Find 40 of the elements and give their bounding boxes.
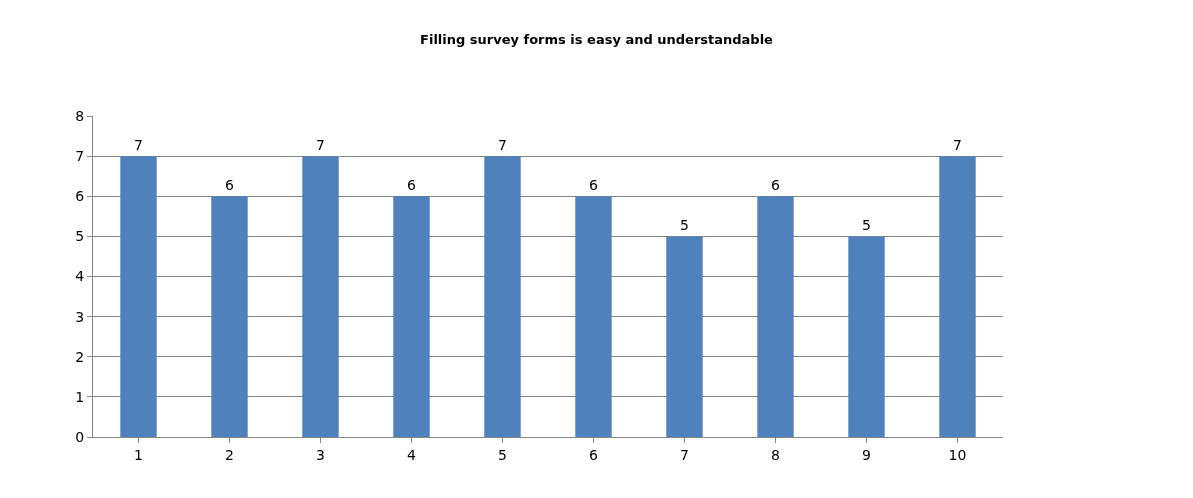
x-tick-label: 6 — [589, 446, 599, 463]
data-label: 7 — [316, 137, 325, 154]
y-tick-label: 0 — [75, 428, 85, 445]
bar — [393, 196, 430, 437]
data-label: 5 — [680, 217, 689, 234]
bar — [211, 196, 248, 437]
x-tick-label: 4 — [407, 446, 417, 463]
x-tick-label: 1 — [134, 446, 143, 463]
data-label: 7 — [953, 137, 962, 154]
x-tick-label: 5 — [498, 446, 507, 463]
data-label: 5 — [862, 217, 871, 234]
y-tick-label: 1 — [75, 388, 85, 405]
bar — [484, 156, 521, 437]
bar — [939, 156, 976, 437]
x-tick-label: 3 — [316, 446, 325, 463]
x-tick-label: 7 — [680, 446, 689, 463]
chart-title: Filling survey forms is easy and understandable — [420, 31, 774, 47]
y-tick-label: 4 — [75, 268, 85, 285]
y-tick-label: 7 — [75, 148, 85, 165]
y-tick-label: 3 — [75, 308, 85, 325]
bar — [302, 156, 339, 437]
y-tick-label: 8 — [75, 107, 85, 124]
bar — [575, 196, 612, 437]
x-tick-label: 9 — [862, 446, 871, 463]
y-tick-label: 6 — [75, 188, 85, 205]
x-tick-label: 10 — [948, 446, 967, 463]
data-label: 6 — [225, 177, 234, 194]
data-label: 7 — [134, 137, 143, 154]
x-tick-label: 8 — [771, 446, 780, 463]
bar — [120, 156, 157, 437]
y-tick-label: 2 — [75, 348, 85, 365]
bar — [848, 236, 885, 437]
bar — [666, 236, 703, 437]
bar — [757, 196, 794, 437]
data-label: 6 — [771, 177, 780, 194]
y-tick-label: 5 — [75, 228, 85, 245]
data-label: 6 — [589, 177, 598, 194]
data-label: 7 — [498, 137, 507, 154]
x-tick-label: 2 — [225, 446, 234, 463]
data-label: 6 — [407, 177, 416, 194]
